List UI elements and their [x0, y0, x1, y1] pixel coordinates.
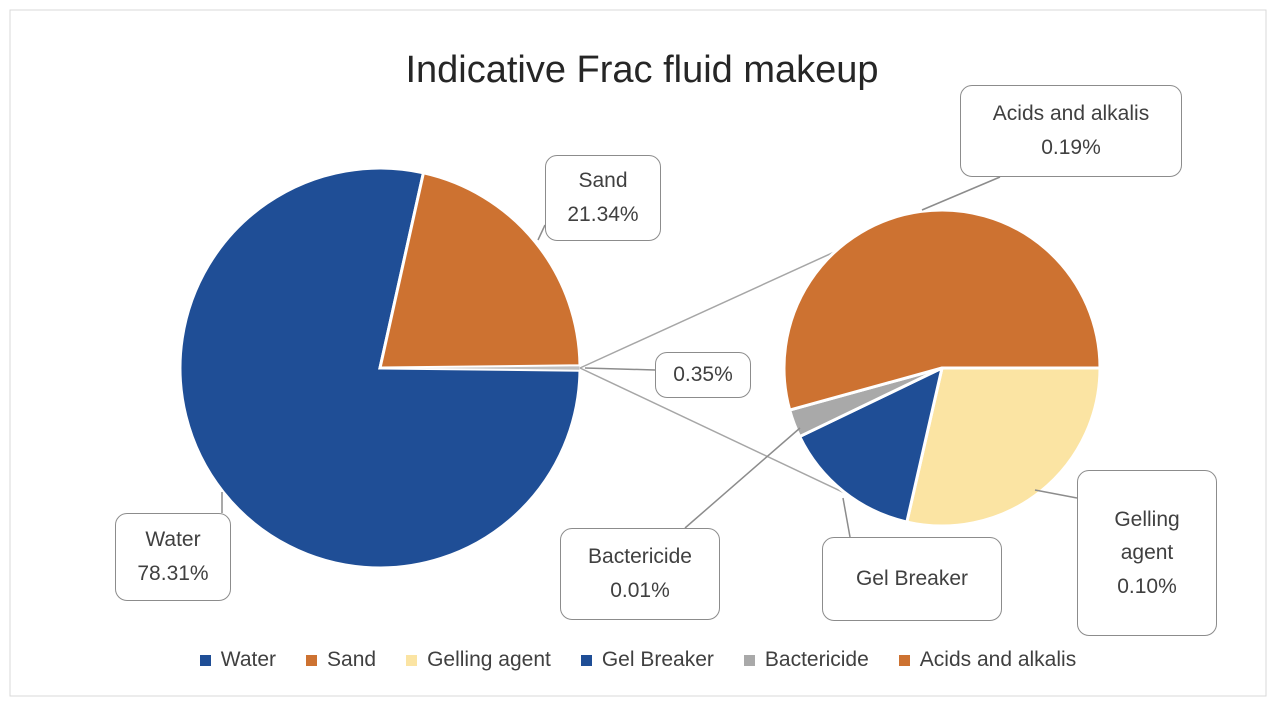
- legend-label: Gel Breaker: [601, 648, 714, 671]
- legend-swatch: [306, 654, 318, 666]
- legend: Water Sand Gelling agent Gel Breaker Bacteri…: [0, 648, 1276, 672]
- data-label: Acids and alkalis 0.19%: [960, 85, 1182, 177]
- data-label-name: Water: [145, 528, 201, 552]
- data-label: Gel Breaker: [822, 537, 1002, 621]
- leader-line: [842, 497, 851, 538]
- legend-item: Water: [199, 648, 277, 672]
- legend-label: Sand: [327, 648, 377, 671]
- data-label: Water 78.31%: [115, 513, 231, 601]
- data-label-name: Gel Breaker: [855, 567, 969, 591]
- data-label-value: 21.34%: [567, 203, 639, 226]
- leader-line: [921, 176, 1001, 211]
- data-label: 0.35%: [655, 352, 751, 398]
- data-label-value: 0.10%: [1117, 574, 1177, 598]
- pie-slice: [178, 166, 582, 570]
- legend-label: Bactericide: [764, 648, 869, 671]
- legend-swatch: [580, 654, 592, 666]
- data-label-name: Gelling agent: [1114, 507, 1180, 565]
- data-label-value: 0.35%: [673, 363, 733, 387]
- leader-line: [1034, 489, 1078, 499]
- data-label: Gelling agent 0.10%: [1077, 470, 1217, 636]
- data-label-value: 0.19%: [1041, 136, 1101, 159]
- chart-title: Indicative Frac fluid makeup: [405, 49, 878, 91]
- legend-label: Acids and alkalis: [919, 648, 1077, 671]
- legend-item: Gelling agent: [406, 648, 551, 672]
- data-label: Sand 21.34%: [545, 155, 661, 241]
- leader-line: [537, 224, 546, 241]
- pie-slice: [378, 170, 582, 370]
- legend-swatch: [743, 654, 755, 666]
- legend-item: Sand: [306, 648, 376, 672]
- pie-slice: [782, 208, 1102, 412]
- legend-swatch: [898, 654, 910, 666]
- legend-item: Gel Breaker: [580, 648, 714, 672]
- leader-line: [584, 367, 656, 371]
- legend-item: Bactericide: [743, 648, 869, 672]
- legend-label: Gelling agent: [427, 648, 551, 671]
- data-label: Bactericide 0.01%: [560, 528, 720, 620]
- data-label-name: Sand: [578, 169, 628, 193]
- legend-swatch: [199, 654, 211, 666]
- pie-slice: [797, 365, 945, 524]
- data-label-name: Acids and alkalis: [992, 102, 1150, 126]
- chart-border: [9, 9, 1267, 697]
- data-label-name: Bactericide: [588, 545, 692, 569]
- legend-item: Acids and alkalis: [898, 648, 1077, 672]
- legend-label: Water: [220, 648, 277, 671]
- data-label-value: 0.01%: [610, 579, 670, 602]
- leader-line: [684, 427, 801, 529]
- data-label-value: 78.31%: [137, 562, 209, 585]
- legend-swatch: [406, 654, 418, 666]
